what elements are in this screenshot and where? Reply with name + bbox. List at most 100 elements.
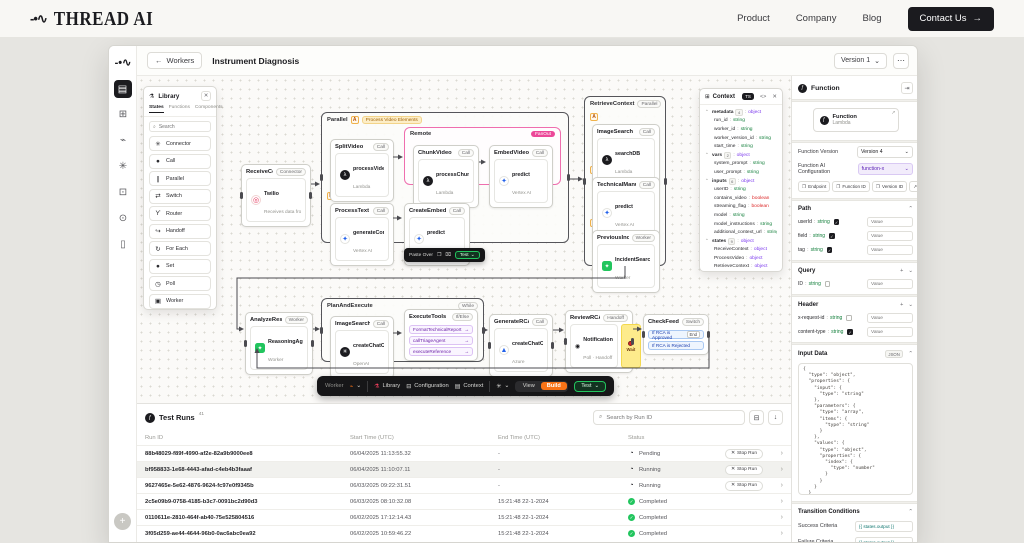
table-row[interactable]: 0110611e-2810-464f-ab40-75e525804516 06/… — [137, 509, 791, 525]
copy-function-id-button[interactable]: ❐ Function ID — [832, 181, 870, 192]
toolbar-library-button[interactable]: ⚗ Library — [374, 383, 401, 390]
input-data-editor[interactable]: { "type": "object", "properties": { "inp… — [798, 363, 913, 495]
row-chevron-icon[interactable]: › — [780, 498, 783, 505]
node-analyze-responses[interactable]: AnalyzeResponsesWorker ✦ ReasoningAgentW… — [244, 312, 314, 375]
plus-icon[interactable]: + — [900, 302, 904, 308]
row-chevron-icon[interactable]: › — [780, 514, 783, 521]
collapse-panel-button[interactable]: ⇥ — [901, 82, 913, 94]
table-row[interactable]: 3f05d259-ae44-4644-96b0-0ac6abc0ea92 06/… — [137, 525, 791, 541]
rail-settings-button[interactable]: ✳ — [118, 160, 128, 172]
table-row[interactable]: 88b48029-f89f-4990-af2e-82a9b9000ee8 06/… — [137, 445, 791, 461]
table-row[interactable]: 9627465e-5e62-4876-9624-fc97e0f9345b 06/… — [137, 477, 791, 493]
checkbox-unchecked[interactable] — [846, 315, 852, 321]
worker-mode-label[interactable]: Worker — [325, 383, 344, 389]
library-item-worker[interactable]: ▣ Worker — [149, 293, 211, 309]
library-item-router[interactable]: ϒ Router — [149, 206, 211, 221]
tool-pill[interactable]: FormatTechnicalReport → — [409, 325, 473, 334]
node-review-rca[interactable]: ReviewRCA Handoff ◉ Notification Poll · Ha… — [564, 310, 641, 373]
chevron-up-icon[interactable]: ⌃ — [908, 206, 913, 212]
copy-version-id-button[interactable]: ❐ Version ID — [871, 181, 908, 192]
close-icon[interactable]: ✕ — [201, 91, 211, 101]
group-remote[interactable]: Remote FanOut ChunkVideo Call λ processCh… — [404, 127, 561, 208]
type-toggle[interactable]: TS — [742, 93, 754, 100]
row-chevron-icon[interactable]: › — [780, 466, 783, 473]
node-image-search[interactable]: ImageSearch Call λ searchDB Lambda — [592, 124, 660, 187]
chevron-down-icon[interactable]: ⌄ — [908, 302, 913, 308]
stop-run-button[interactable]: ✕ Stop Run — [724, 480, 763, 491]
row-chevron-icon[interactable]: › — [780, 530, 783, 537]
row-chevron-icon[interactable]: › — [780, 450, 783, 457]
workflow-canvas[interactable]: ⚗ Library ✕ States Functions Components … — [137, 76, 791, 403]
checkbox-checked[interactable]: ✓ — [847, 329, 853, 335]
path-value-input[interactable] — [867, 231, 913, 241]
nav-link-blog[interactable]: Blog — [862, 13, 882, 24]
success-criteria-input[interactable]: {{ states.output }} — [855, 520, 913, 532]
copy-icon[interactable]: ❐ — [437, 252, 442, 258]
group-plan-and-execute[interactable]: PlanAndExecute While ImageSearch Call ✳ c… — [320, 298, 485, 379]
path-value-input[interactable] — [867, 217, 913, 227]
back-to-workers-button[interactable]: ← Workers — [147, 52, 203, 69]
header-value-input[interactable] — [867, 327, 913, 337]
library-item-poll[interactable]: ◷ Poll — [149, 276, 211, 291]
open-function-button[interactable]: ↗ — [909, 181, 917, 192]
test-node-button[interactable]: Test ⌄ — [454, 251, 480, 259]
condition-rejected[interactable]: If RCA is Rejected — [648, 341, 704, 350]
query-value-input[interactable] — [867, 279, 913, 289]
checkbox-checked[interactable]: ✓ — [829, 233, 835, 239]
chevron-up-icon[interactable]: ⌃ — [908, 509, 913, 515]
close-icon[interactable]: ✕ — [772, 93, 777, 100]
library-item-set[interactable]: ● Set — [149, 258, 211, 274]
condition-approved[interactable]: If RCA is Approved End — [648, 330, 704, 340]
code-view-icon[interactable]: <> — [759, 93, 767, 100]
checkbox-unchecked[interactable] — [824, 281, 831, 287]
function-preview-card[interactable]: ↗ ƒ Function Lambda — [812, 108, 899, 132]
toolbar-settings-dropdown[interactable]: ✳ ⌄ — [496, 383, 509, 390]
function-version-select[interactable]: Version 4 ⌄ — [857, 145, 913, 158]
library-item-parallel[interactable]: ∥ Parallel — [149, 171, 211, 186]
library-item-switch[interactable]: ⇄ Switch — [149, 188, 211, 204]
node-type-dropdown[interactable]: ⌁ ⌄ — [349, 383, 362, 390]
library-item-handoff[interactable]: ↪ Handoff — [149, 223, 211, 239]
toolbar-configuration-button[interactable]: ⊟ Configuration — [406, 383, 449, 390]
chevron-down-icon[interactable]: ⌄ — [908, 268, 913, 274]
group-retrieve-context[interactable]: RetrieveContext Parallel A ImageSearch Ca… — [583, 96, 667, 293]
table-row[interactable]: 2c5e09b9-0758-4185-b3c7-0091bc2d90d3 06/… — [137, 493, 791, 509]
tab-functions[interactable]: Functions — [168, 105, 190, 110]
delete-icon[interactable]: ⌧ — [445, 252, 451, 258]
tool-pill[interactable]: callTriageAgent → — [409, 336, 473, 345]
plus-icon[interactable]: + — [900, 268, 904, 274]
rail-lock-button[interactable]: ⊡ — [118, 186, 128, 198]
version-selector[interactable]: Version 1 ⌄ — [833, 52, 887, 69]
contact-us-button[interactable]: Contact Us → — [907, 6, 994, 31]
brand-logo[interactable]: -•∿ THREAD AI — [30, 7, 153, 29]
overflow-menu-button[interactable]: ⋯ — [893, 52, 909, 69]
rail-commit-button[interactable]: ⌁ — [119, 134, 127, 146]
path-value-input[interactable] — [867, 245, 913, 255]
stop-run-button[interactable]: ✕ Stop Run — [724, 448, 763, 459]
tool-pill[interactable]: executeReference → — [409, 347, 473, 356]
header-value-input[interactable] — [867, 313, 913, 323]
group-process-video[interactable]: Parallel A Process Video Elements SplitV… — [320, 112, 570, 266]
download-button[interactable]: ↓ — [768, 410, 783, 425]
tab-components[interactable]: Components — [194, 105, 223, 110]
rail-components-button[interactable]: ⊞ — [118, 108, 128, 120]
library-search-input[interactable] — [158, 123, 207, 130]
build-toggle-option[interactable]: Build — [540, 382, 567, 390]
library-search[interactable]: ⌕ — [149, 121, 211, 132]
view-toggle-option[interactable]: View — [522, 383, 535, 389]
library-item-connector[interactable]: ✳ Connector — [149, 136, 211, 151]
checkbox-checked[interactable]: ✓ — [833, 219, 840, 225]
nav-link-company[interactable]: Company — [795, 13, 837, 24]
run-search[interactable]: ⌕ — [593, 410, 745, 425]
failure-criteria-input[interactable]: {{ states.output }} — [855, 536, 913, 542]
node-embed-video[interactable]: EmbedVideo Call ✦ predict Vertex AI — [489, 145, 553, 208]
chevron-up-icon[interactable]: ⌃ — [908, 351, 913, 357]
column-settings-button[interactable]: ⊟ — [749, 410, 764, 425]
node-check-feedback[interactable]: CheckFeedbackSwitch If RCA is ApprovedEn… — [642, 314, 710, 355]
stop-run-button[interactable]: ✕ Stop Run — [724, 464, 763, 475]
